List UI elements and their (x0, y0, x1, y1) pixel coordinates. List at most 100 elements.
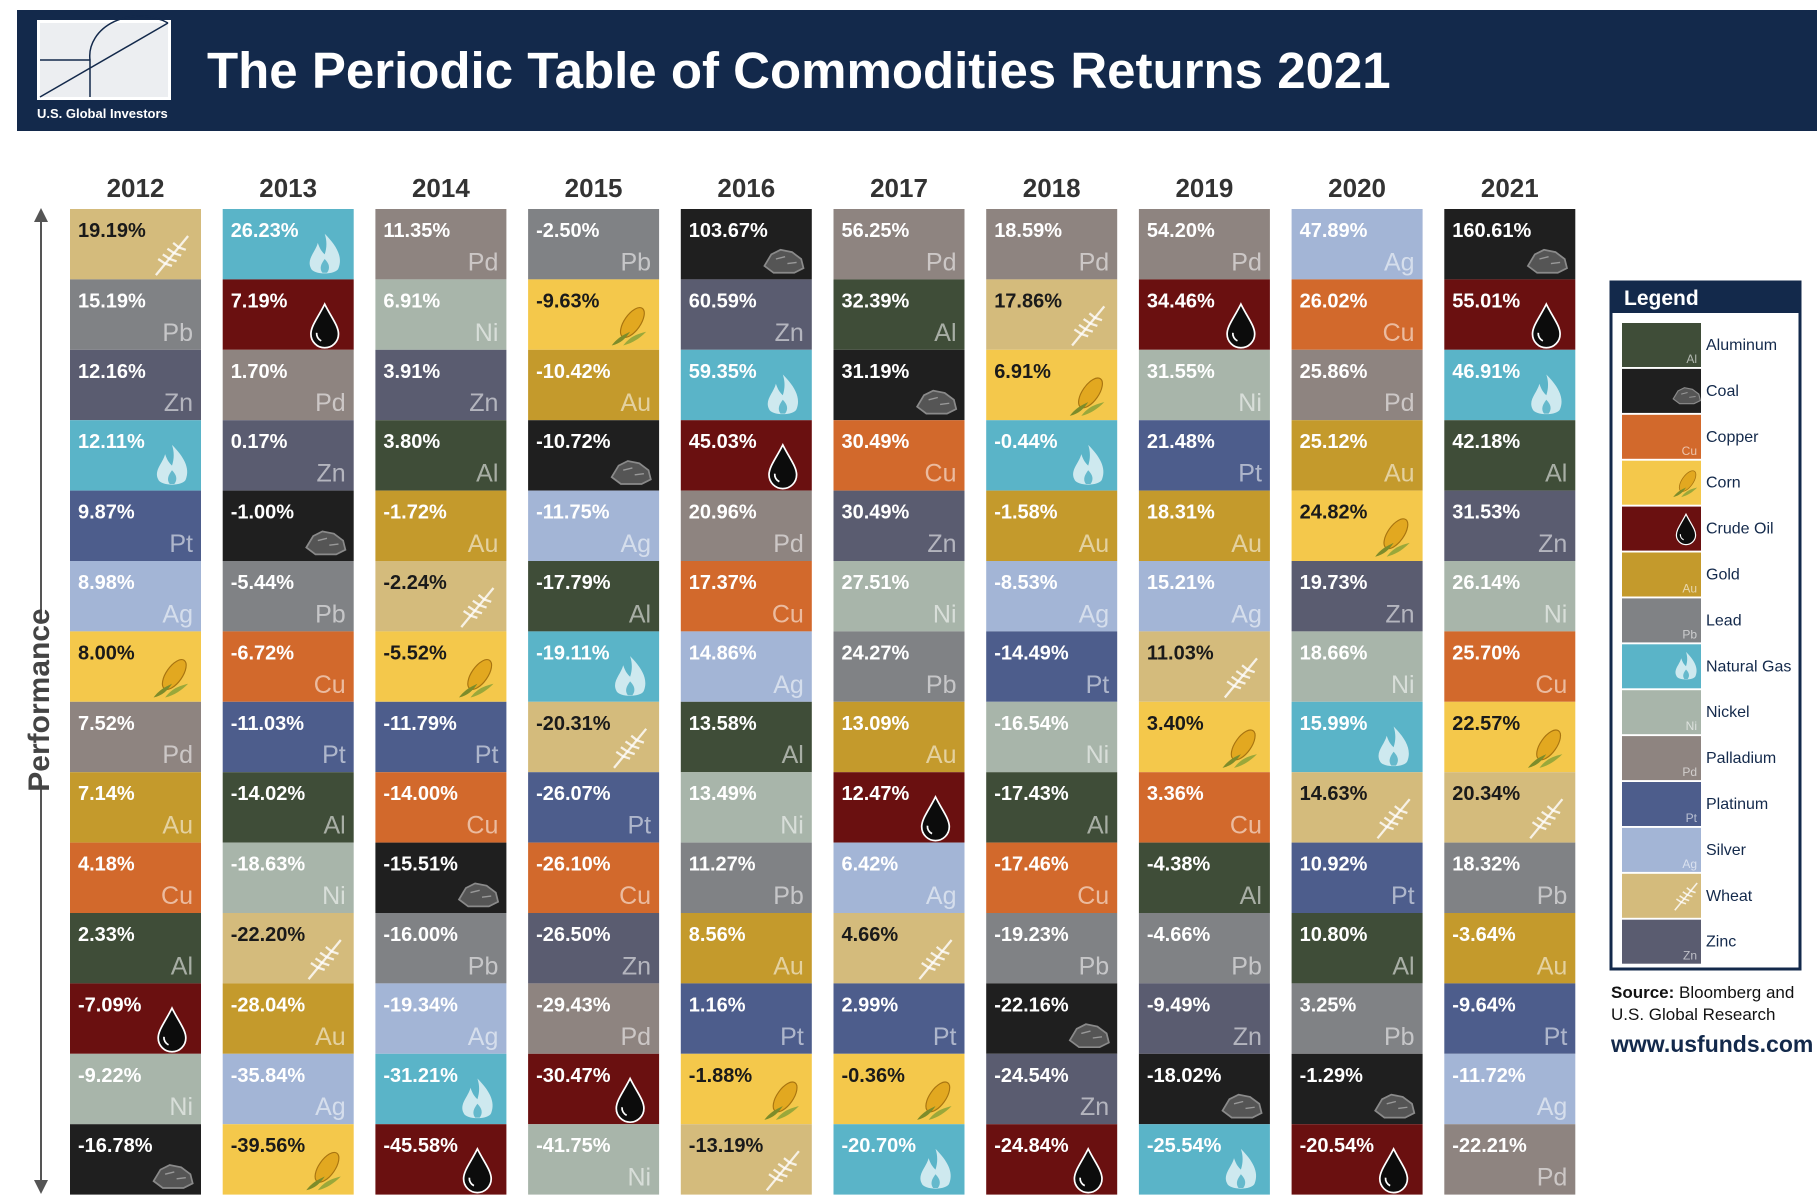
tile-bg (1444, 772, 1576, 843)
symbol: Ag (315, 1093, 346, 1121)
symbol: Zn (164, 389, 193, 417)
tile-bg (1138, 772, 1270, 843)
return: 0.17% (231, 431, 288, 453)
tile: 7.19% (222, 279, 354, 350)
symbol: Zn (622, 952, 651, 980)
tile: 30.49% Zn (833, 490, 965, 561)
legend-symbol: Au (1682, 582, 1697, 596)
return: 25.12% (1300, 431, 1368, 453)
return: -9.64% (1452, 994, 1516, 1016)
tile: -17.79% Al (528, 561, 660, 632)
return: 15.19% (78, 290, 146, 312)
tile: -45.58% (375, 1124, 507, 1195)
tile: -10.42% Au (528, 349, 660, 421)
tile: -10.72% (528, 420, 660, 491)
source-line: U.S. Global Research (1611, 1005, 1775, 1024)
tile: 160.61% (1444, 209, 1576, 280)
tile: -1.72% Au (375, 490, 507, 561)
tile-bg (680, 631, 812, 702)
year-label: 2018 (1023, 173, 1081, 203)
symbol: Zn (469, 389, 498, 417)
year-label: 2016 (717, 173, 775, 203)
return: 10.80% (1300, 924, 1368, 946)
tile: 20.34% (1444, 772, 1576, 843)
legend-swatch (1622, 552, 1701, 597)
axis-label: Performance (23, 608, 56, 791)
tile: -22.20% (222, 913, 354, 984)
tile: 34.46% (1138, 279, 1270, 350)
tile: -1.00% (222, 490, 354, 561)
tile: -39.56% (222, 1124, 354, 1195)
tile: -1.88% (680, 1053, 812, 1125)
return: 19.19% (78, 220, 146, 242)
return: -14.00% (383, 783, 458, 805)
legend-symbol: Pb (1682, 627, 1697, 641)
return: 24.82% (1300, 502, 1368, 524)
tile: 7.52% Pd (70, 701, 201, 773)
return: 7.19% (231, 290, 288, 312)
return: 22.57% (1452, 713, 1520, 735)
return: 31.55% (1147, 361, 1215, 383)
symbol: Pb (621, 248, 652, 276)
tile: 15.99% (1291, 701, 1423, 773)
symbol: Ag (1079, 600, 1110, 628)
tile-bg (833, 701, 965, 773)
return: -11.72% (1452, 1065, 1526, 1087)
tile-bg (375, 772, 507, 843)
tile: 1.16% Pt (680, 983, 812, 1054)
year-column: 201954.20%Pd34.46%31.55%Ni21.48%Pt18.31%… (1138, 173, 1270, 1195)
return: 18.59% (994, 220, 1062, 242)
tile-bg (1444, 983, 1576, 1054)
tile-bg (222, 701, 354, 773)
tile: -6.72% Cu (222, 631, 354, 702)
return: 2.33% (78, 924, 135, 946)
legend-swatch (1622, 919, 1701, 964)
return: 11.03% (1147, 642, 1214, 664)
symbol: Zn (927, 530, 956, 558)
tile-bg (528, 349, 660, 421)
tile: 18.32% Pb (1444, 842, 1576, 913)
tile-bg (1291, 913, 1423, 984)
tile: 8.98% Ag (70, 561, 201, 632)
tile: 11.03% (1138, 631, 1270, 702)
tile: -14.49% Pt (986, 631, 1118, 702)
return: 17.37% (689, 572, 757, 594)
return: -26.10% (536, 854, 611, 876)
return: 14.86% (689, 642, 757, 664)
symbol: Pd (1231, 248, 1262, 276)
tile-bg (680, 842, 812, 913)
tile-bg (1444, 490, 1576, 561)
return: -4.38% (1147, 854, 1211, 876)
tile: -11.03% Pt (222, 701, 354, 773)
tile: 18.31% Au (1138, 490, 1270, 561)
tile-bg (986, 842, 1118, 913)
tile-bg (680, 1124, 812, 1195)
tile: 18.59% Pd (986, 209, 1118, 280)
symbol: Ag (1231, 600, 1262, 628)
tile-bg (528, 772, 660, 843)
tile: -11.79% Pt (375, 701, 507, 773)
return: -0.36% (842, 1065, 906, 1087)
legend-label: Aluminum (1706, 337, 1777, 354)
return: 45.03% (689, 431, 757, 453)
legend-label: Natural Gas (1706, 658, 1791, 675)
return: 4.66% (842, 924, 899, 946)
tile-bg (70, 701, 201, 773)
symbol: Pt (933, 1023, 957, 1051)
source-line: Bloomberg and (1679, 983, 1794, 1002)
legend-label: Silver (1706, 842, 1747, 859)
tile: 3.91% Zn (375, 349, 507, 421)
symbol: Pd (773, 530, 804, 558)
tile-bg (1291, 279, 1423, 350)
tile-bg (375, 913, 507, 984)
return: -24.84% (994, 1135, 1069, 1157)
tile: -9.63% (528, 279, 660, 350)
tile-bg (1138, 631, 1270, 702)
tile-bg (833, 842, 965, 913)
symbol: Pd (1537, 1164, 1568, 1192)
tile: -9.49% Zn (1138, 983, 1270, 1054)
return: -41.75% (536, 1135, 611, 1157)
legend-symbol: Al (1686, 352, 1697, 366)
symbol: Pb (1079, 952, 1110, 980)
tile-bg (70, 1053, 201, 1125)
